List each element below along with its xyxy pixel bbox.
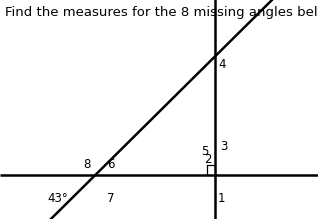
Text: 6: 6 — [107, 158, 114, 171]
Text: 1: 1 — [218, 192, 225, 205]
Text: 43°: 43° — [47, 192, 68, 205]
Text: 4: 4 — [218, 58, 225, 71]
Text: 7: 7 — [107, 192, 114, 205]
Text: 5: 5 — [201, 145, 208, 158]
Text: Find the measures for the 8 missing angles below:: Find the measures for the 8 missing angl… — [5, 7, 318, 19]
Text: 8: 8 — [84, 158, 91, 171]
Text: 3: 3 — [220, 140, 227, 153]
Text: 2: 2 — [204, 153, 212, 166]
